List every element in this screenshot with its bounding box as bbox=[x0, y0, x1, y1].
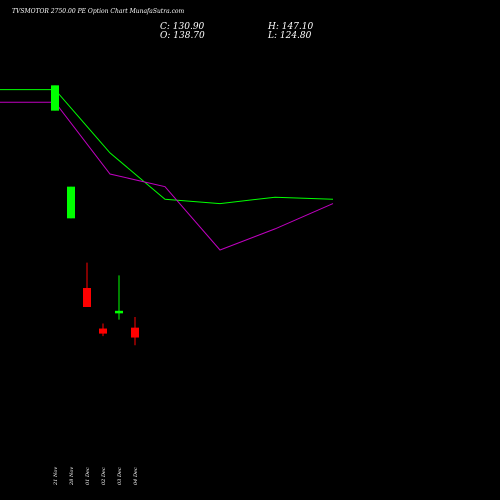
candle-body bbox=[51, 85, 59, 111]
x-tick-label: 04 Dec bbox=[133, 467, 139, 485]
candle-body bbox=[83, 288, 91, 307]
high-value: H: 147.10 bbox=[268, 22, 314, 32]
x-tick-label: 03 Dec bbox=[117, 467, 123, 485]
close-value: C: 130.90 bbox=[160, 22, 205, 32]
candle-body bbox=[99, 328, 107, 334]
series-line-2 bbox=[0, 101, 334, 251]
open-value: O: 138.70 bbox=[160, 31, 205, 41]
candle-body bbox=[131, 327, 139, 338]
low-value: L: 124.80 bbox=[268, 31, 312, 41]
x-tick-label: 02 Dec bbox=[101, 467, 107, 485]
x-tick-label: 28 Nov bbox=[69, 467, 75, 486]
candle-body bbox=[115, 310, 123, 314]
series-line-1 bbox=[0, 89, 334, 205]
x-tick-label: 21 Nov bbox=[53, 467, 59, 486]
x-tick-label: 01 Dec bbox=[85, 467, 91, 485]
chart-title: TVSMOTOR 2750.00 PE Option Chart MunafaS… bbox=[12, 8, 185, 15]
candle-body bbox=[67, 186, 75, 219]
